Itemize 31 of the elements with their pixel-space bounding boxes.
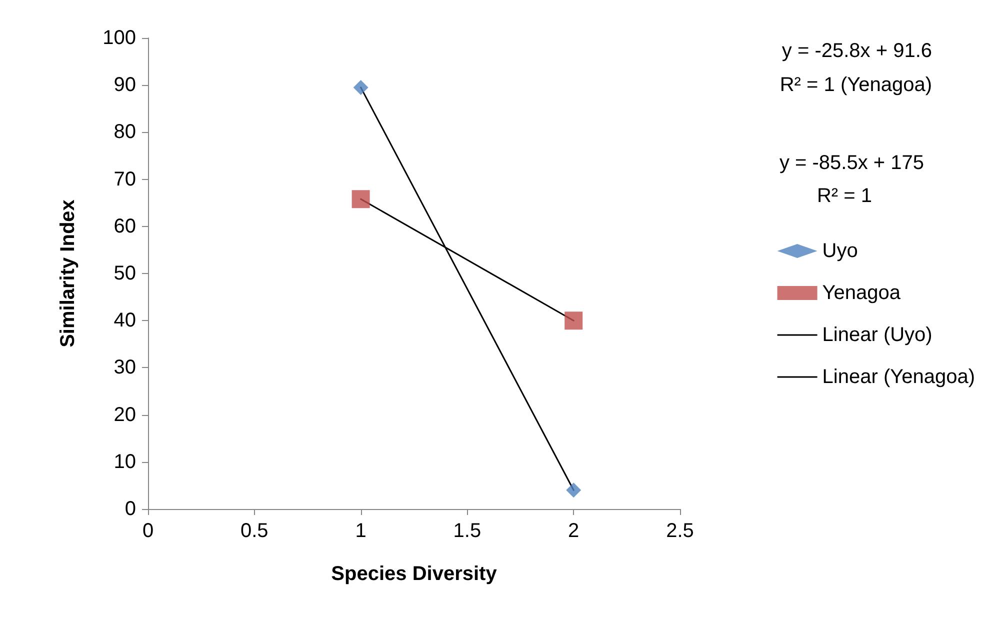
x-tick-label: 2 [568,520,580,542]
point [564,312,583,330]
x-tick-label: 1 [355,520,366,542]
point [353,80,368,95]
legend-label: Uyo [822,240,858,262]
point [352,190,370,208]
x-axis-title: Species Diversity [331,563,498,585]
y-tick-label: 10 [114,450,136,473]
y-tick-label: 100 [102,27,136,49]
text: R² = 1 [816,185,872,207]
text: y = -85.5x + 175 [779,152,924,174]
y-tick-label: 70 [114,168,136,190]
x-tick-label: 0 [142,520,154,542]
y-tick-label: 20 [114,404,136,426]
y-axis-title: Similarity Index [57,200,79,348]
x-tick-label: 1.5 [453,520,482,542]
legend-label: Linear (Uyo) [822,324,932,346]
y-tick-label: 80 [114,121,136,144]
x-tick-label: 0.5 [240,520,268,542]
legend-label: Linear (Yenagoa) [822,366,976,388]
y-tick-label: 30 [114,356,136,379]
y-tick-label: 90 [114,74,136,96]
text: R² = 1 (Yenagoa) [780,74,932,96]
y-tick-label: 60 [114,215,136,238]
x-tick-label: 2.5 [666,520,694,542]
point [566,482,582,498]
legend-label: Yenagoa [822,282,902,304]
y-tick-label: 50 [114,262,136,284]
text: y = -25.8x + 91.6 [782,40,932,62]
y-tick-label: 0 [124,498,136,520]
y-tick-label: 40 [114,310,136,332]
